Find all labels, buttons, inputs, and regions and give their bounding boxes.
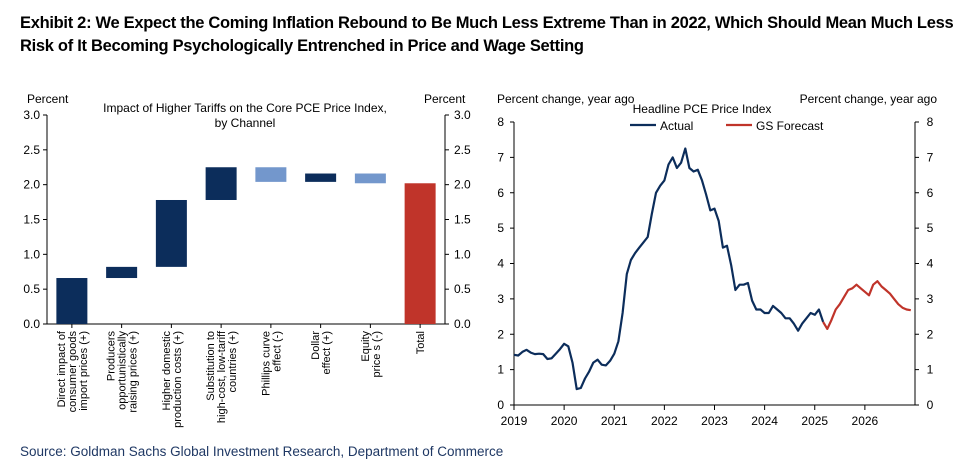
- chart-title-line2: by Channel: [215, 116, 276, 130]
- left-y-axis-unit: Percent change, year ago: [497, 92, 635, 106]
- x-tick-label: 2023: [701, 414, 728, 428]
- category-label-line: high-cost, low-tariff: [216, 330, 228, 423]
- category-label: Equityprice s (-): [360, 331, 383, 378]
- category-label-line: Phillips curve: [260, 331, 272, 396]
- chart-title: Impact of Higher Tariffs on the Core PCE…: [103, 101, 387, 115]
- category-label-line: Higher domestic: [161, 331, 173, 411]
- waterfall-bar: [106, 266, 138, 279]
- waterfall-bar: [205, 167, 237, 200]
- right-y-axis-unit: Percent change, year ago: [800, 92, 938, 106]
- series-line-gs-forecast: [822, 280, 911, 330]
- left-y-tick-label: 7: [497, 150, 504, 164]
- source-note: Source: Goldman Sachs Global Investment …: [20, 444, 504, 459]
- tariff-impact-waterfall-chart: 0.0 0.0 0.5 0.5 1.0 1.0 1.5 1.5 2.0 2.0 2.5 2.5 3.0 3…: [23, 92, 471, 428]
- category-label: Total: [415, 331, 427, 354]
- right-y-tick-label: 3.0: [454, 108, 471, 122]
- right-y-tick-label: 2.0: [454, 178, 471, 192]
- right-y-tick-label: 7: [927, 150, 934, 164]
- category-label: Higher domesticproduction costs (+): [161, 331, 184, 428]
- category-label-line: Direct impact of: [56, 330, 68, 407]
- category-label: Dollareffect (+): [310, 331, 333, 375]
- right-y-axis-unit: Percent: [424, 92, 466, 106]
- left-y-tick-label: 2.5: [23, 143, 40, 157]
- series-line-actual: [513, 147, 825, 391]
- left-y-tick-label: 0: [497, 398, 504, 412]
- category-label: Producersopportunisticallyraising prices…: [106, 331, 140, 413]
- category-label-line: effect (-): [271, 331, 283, 372]
- x-tick-label: 2025: [801, 414, 828, 428]
- x-tick-label: 2021: [601, 414, 628, 428]
- left-y-axis-unit: Percent: [27, 92, 69, 106]
- left-y-tick-label: 1.5: [23, 213, 40, 227]
- right-y-tick-label: 2.5: [454, 143, 471, 157]
- legend-label: Actual: [660, 119, 693, 133]
- category-label: Direct impact ofconsumer goodsimport pri…: [56, 330, 90, 412]
- waterfall-bar: [305, 173, 337, 182]
- waterfall-bar: [255, 167, 287, 182]
- x-tick-label: 2020: [551, 414, 578, 428]
- right-y-tick-label: 5: [927, 221, 934, 235]
- waterfall-bar: [155, 199, 187, 267]
- left-y-tick-label: 2: [497, 327, 504, 341]
- left-y-tick-label: 5: [497, 221, 504, 235]
- category-label-line: price s (-): [371, 331, 383, 377]
- category-label-line: effect (+): [321, 331, 333, 375]
- exhibit-title: Exhibit 2: We Expect the Coming Inflatio…: [20, 14, 954, 55]
- category-label-line: Equity: [360, 331, 372, 362]
- category-label-line: Total: [415, 331, 427, 354]
- category-label-line: consumer goods: [67, 331, 79, 413]
- category-label-line: Producers: [106, 331, 118, 382]
- right-y-tick-label: 0.5: [454, 282, 471, 296]
- left-y-tick-label: 6: [497, 186, 504, 200]
- left-y-tick-label: 2.0: [23, 178, 40, 192]
- x-tick-label: 2026: [852, 414, 879, 428]
- right-y-tick-label: 2: [927, 327, 934, 341]
- legend-label: GS Forecast: [756, 119, 824, 133]
- category-label: Phillips curveeffect (-): [260, 331, 283, 396]
- right-y-tick-label: 4: [927, 257, 934, 271]
- right-y-tick-label: 0: [927, 398, 934, 412]
- category-label: Substitution tohigh-cost, low-tariffcoun…: [205, 330, 239, 423]
- waterfall-bar: [404, 183, 436, 324]
- category-label-line: production costs (+): [172, 331, 184, 428]
- chart-title: Headline PCE Price Index: [633, 102, 772, 116]
- right-y-tick-label: 0.0: [454, 317, 471, 331]
- category-label-line: raising prices (+): [128, 331, 140, 413]
- headline-pce-line-chart: 0 0 1 1 2 2 3 3 4 4 5 5 6 6 7 7 8 8 2019 2020 2021 2022 2023 20…: [497, 92, 938, 428]
- left-y-tick-label: 1.0: [23, 247, 40, 261]
- left-y-tick-label: 4: [497, 257, 504, 271]
- x-tick-label: 2024: [751, 414, 778, 428]
- category-label-line: Substitution to: [205, 331, 217, 401]
- category-label-line: import prices (+): [78, 331, 90, 411]
- left-y-tick-label: 3: [497, 292, 504, 306]
- left-y-tick-label: 1: [497, 363, 504, 377]
- category-label-line: Dollar: [310, 331, 322, 360]
- left-y-tick-label: 0.0: [23, 317, 40, 331]
- right-y-tick-label: 8: [927, 115, 934, 129]
- category-label-line: opportunistically: [117, 331, 129, 410]
- category-label-line: countries (+): [227, 331, 239, 392]
- x-tick-label: 2022: [651, 414, 678, 428]
- left-y-tick-label: 0.5: [23, 282, 40, 296]
- right-y-tick-label: 1.5: [454, 213, 471, 227]
- x-tick-label: 2019: [501, 414, 528, 428]
- right-y-tick-label: 6: [927, 186, 934, 200]
- right-y-tick-label: 1: [927, 363, 934, 377]
- waterfall-bar: [354, 173, 386, 184]
- waterfall-bar: [56, 278, 88, 324]
- right-y-tick-label: 3: [927, 292, 934, 306]
- left-y-tick-label: 3.0: [23, 108, 40, 122]
- left-y-tick-label: 8: [497, 115, 504, 129]
- right-y-tick-label: 1.0: [454, 247, 471, 261]
